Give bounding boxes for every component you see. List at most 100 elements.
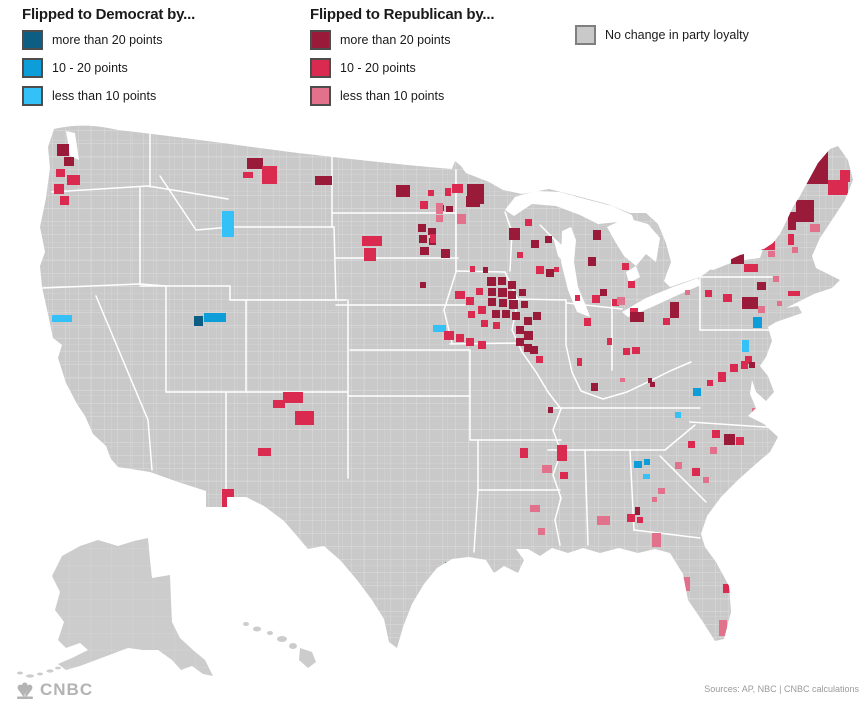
county-marker [591, 383, 598, 391]
county-marker [516, 326, 524, 334]
county-marker [57, 144, 69, 156]
county-marker [718, 372, 726, 382]
legend-republican-title: Flipped to Republican by... [310, 6, 495, 23]
county-marker [752, 408, 759, 415]
county-marker [723, 584, 733, 593]
legend-no-change: No change in party loyalty [575, 25, 749, 45]
county-marker [487, 277, 496, 286]
county-marker [524, 344, 532, 352]
county-marker [498, 288, 507, 297]
county-marker [749, 362, 755, 368]
county-marker [40, 343, 58, 355]
county-marker [607, 338, 612, 345]
hawaii-big-island [299, 648, 316, 668]
county-marker [478, 306, 486, 314]
county-marker [634, 461, 642, 468]
county-marker [630, 312, 644, 322]
cnbc-wordmark: CNBC [40, 680, 94, 699]
county-marker [560, 472, 568, 479]
legend-row-dem-20: more than 20 points [22, 29, 195, 50]
county-marker [481, 320, 488, 327]
county-marker [588, 257, 596, 266]
legend-row-rep-20: more than 20 points [310, 29, 494, 50]
county-marker [758, 306, 765, 313]
county-marker [733, 220, 757, 236]
county-marker [545, 236, 552, 243]
county-marker [742, 217, 768, 239]
county-marker [623, 348, 630, 355]
county-marker [56, 169, 65, 177]
county-marker [730, 364, 738, 372]
county-marker [705, 290, 712, 297]
county-marker [792, 247, 798, 253]
county-marker [247, 158, 263, 169]
county-marker [516, 338, 524, 346]
county-marker [508, 291, 516, 299]
county-marker [509, 228, 520, 240]
county-marker [652, 533, 661, 547]
county-marker [577, 358, 582, 366]
county-marker [446, 206, 453, 212]
county-marker [650, 382, 655, 387]
county-marker [777, 301, 782, 306]
county-marker [524, 317, 532, 325]
legend-label: less than 10 points [52, 88, 157, 103]
county-marker [796, 200, 814, 222]
county-marker [444, 331, 454, 340]
hawaii-inset [243, 622, 316, 668]
county-marker [675, 412, 681, 418]
swatch-rep-10 [310, 85, 331, 106]
county-marker [493, 322, 500, 329]
county-marker [685, 290, 690, 295]
county-marker [530, 505, 540, 512]
county-marker [600, 289, 607, 296]
county-marker [521, 301, 528, 308]
swatch-dem-10-20 [22, 57, 43, 78]
sources-text: Sources: AP, NBC | CNBC calculations [704, 684, 859, 694]
saginaw-bay [626, 266, 640, 283]
county-marker [712, 430, 720, 438]
county-marker [761, 241, 775, 250]
legend-republican: Flipped to Republican by... more than 20… [310, 6, 495, 113]
county-marker [60, 196, 69, 205]
county-marker [840, 170, 850, 182]
county-marker [445, 188, 451, 196]
alaska-inset [17, 538, 213, 678]
county-marker [592, 295, 600, 303]
county-marker [520, 448, 528, 458]
green-bay [553, 237, 567, 266]
legend-row-dem-10: less than 10 points [22, 85, 195, 106]
county-marker [536, 266, 544, 274]
county-marker [828, 180, 848, 195]
county-marker [533, 312, 541, 320]
county-marker [508, 281, 516, 289]
county-marker [488, 288, 496, 296]
lake-superior [505, 191, 636, 226]
county-marker [724, 434, 735, 445]
county-marker [243, 172, 253, 178]
county-marker [593, 230, 601, 240]
legend-democrat: Flipped to Democrat by... more than 20 p… [22, 6, 195, 113]
county-marker [542, 465, 552, 473]
county-marker [488, 298, 496, 306]
county-marker [525, 219, 532, 226]
county-marker [517, 252, 523, 258]
county-marker [575, 295, 580, 301]
county-marker [773, 276, 779, 282]
county-marker [468, 311, 475, 318]
county-marker [622, 263, 629, 270]
legend-row-rep-10-20: 10 - 20 points [310, 57, 494, 78]
county-marker [612, 299, 619, 306]
county-marker [788, 291, 800, 296]
county-marker [420, 282, 426, 288]
cnbc-logo: CNBC [14, 680, 93, 700]
county-marker [204, 313, 226, 322]
county-marker [433, 325, 446, 332]
county-marker [538, 528, 545, 535]
county-marker [52, 315, 72, 322]
county-marker [483, 267, 488, 273]
county-marker [736, 437, 744, 445]
lake-michigan [561, 227, 590, 317]
county-marker [408, 616, 418, 629]
